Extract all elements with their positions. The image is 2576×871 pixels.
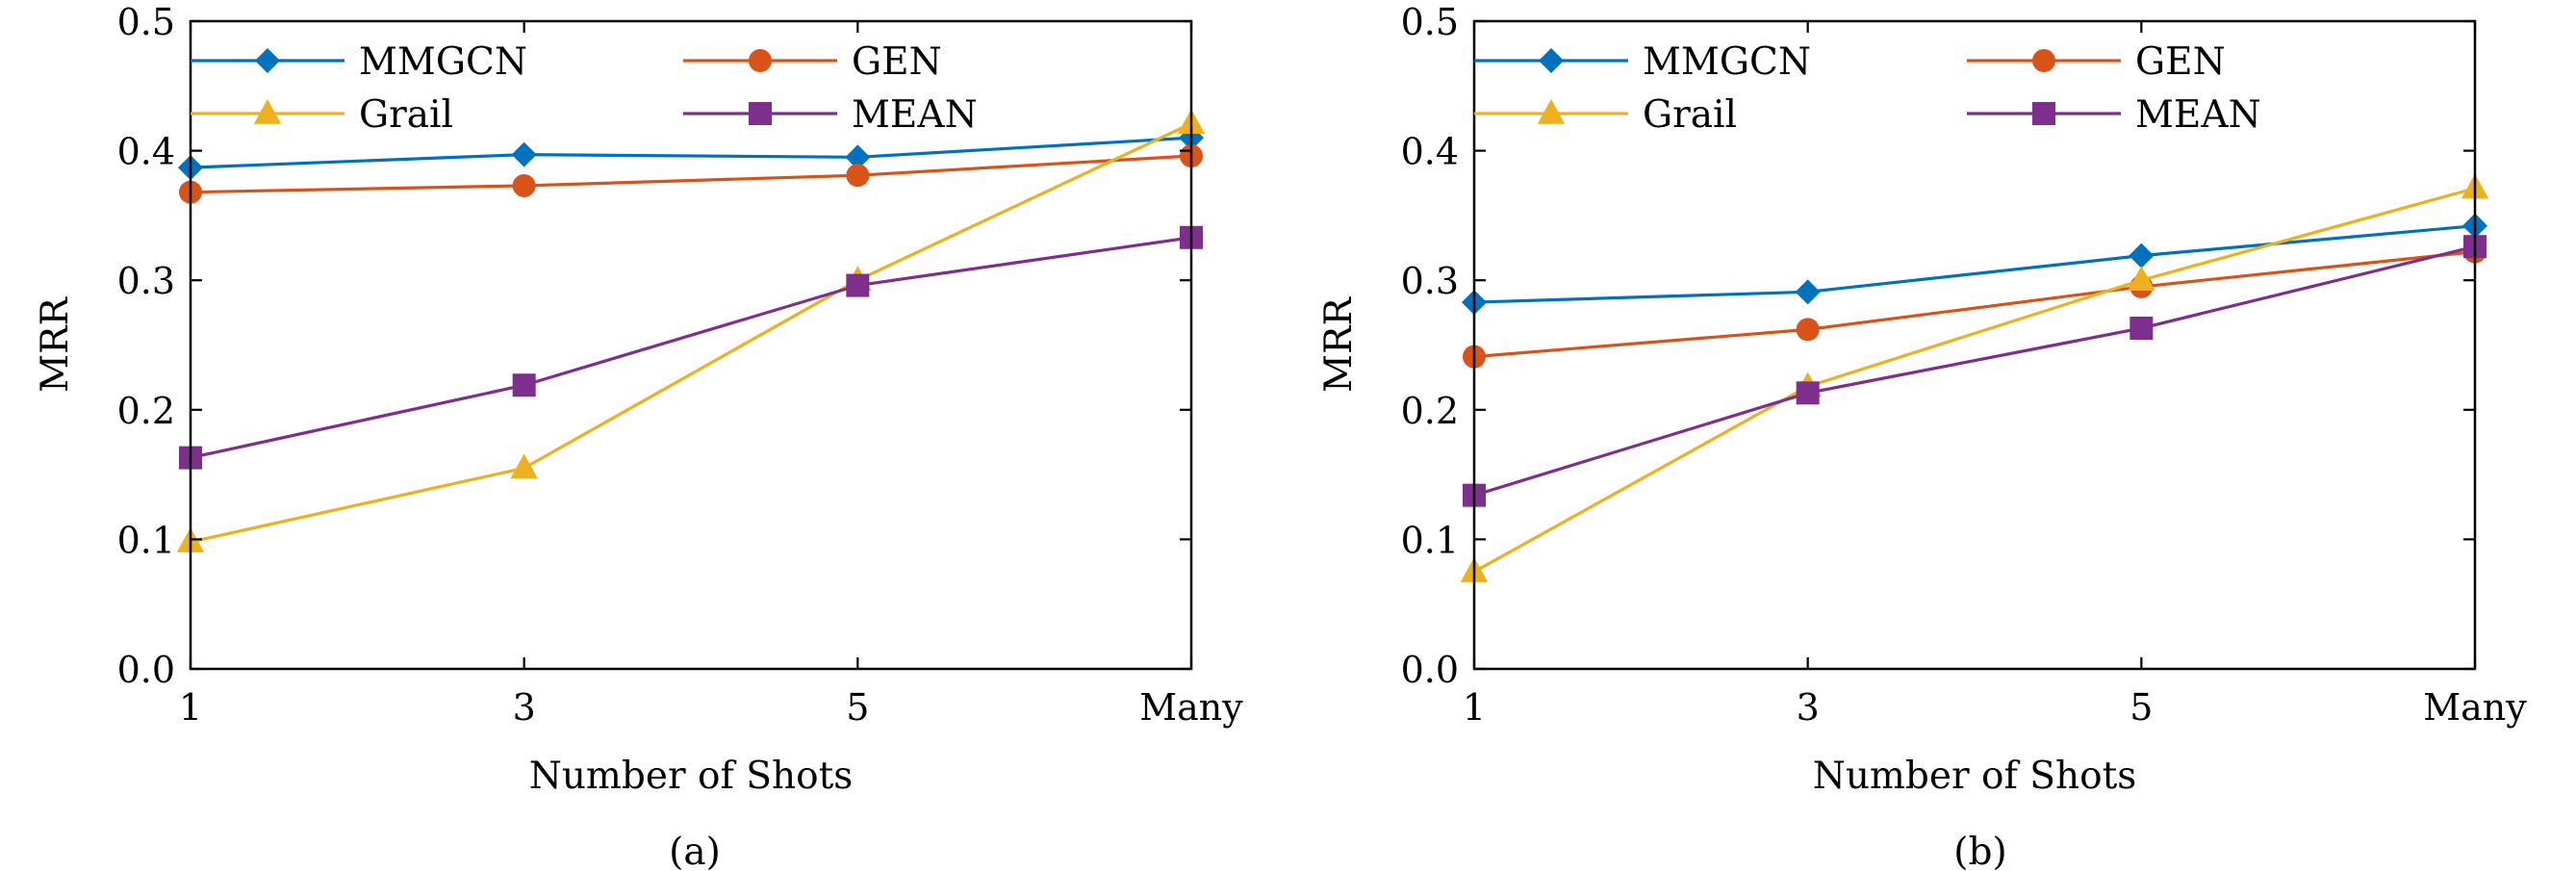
x-tick-label: Many	[1139, 686, 1243, 729]
legend-label: Grail	[1643, 93, 1737, 137]
x-axis-label: Number of Shots	[529, 755, 854, 798]
legend-label: GEN	[2135, 40, 2226, 84]
chart-panel-b: 0.0 0.1 0.2 0.3 0.4 0.5 1 3 5 Many Number of Shots…	[1317, 1, 2527, 871]
data-point-gen-1	[1796, 318, 1820, 342]
x-axis-label: Number of Shots	[1813, 755, 2137, 798]
data-point-mmgcn-1	[511, 141, 537, 167]
data-point-grail-2	[2128, 266, 2155, 291]
y-tick-label: 0.4	[1401, 131, 1459, 173]
series-line-grail	[1473, 187, 2476, 574]
y-tick-label: 0.2	[1401, 390, 1459, 432]
data-point-mean-2	[2130, 317, 2154, 341]
data-point-gen-2	[846, 164, 870, 188]
series-line-mmgcn	[1473, 224, 2476, 304]
chart-caption: (a)	[669, 831, 721, 871]
data-point-mean-1	[1796, 381, 1820, 405]
legend-label: MEAN	[2135, 93, 2261, 137]
y-tick-label: 0.4	[117, 131, 175, 173]
legend-marker-mean	[2032, 102, 2055, 125]
plot-frame	[1472, 19, 2477, 671]
series-line-grail	[190, 121, 1192, 544]
plot-frame	[189, 19, 1193, 671]
chart-caption: (b)	[1953, 831, 2006, 871]
x-tick-label: 5	[846, 686, 869, 729]
y-tick-label: 0.5	[1401, 1, 1459, 43]
legend-entry-mean: MEAN	[683, 93, 978, 137]
x-tick-label: Many	[2423, 686, 2527, 729]
y-tick-label: 0.1	[117, 519, 175, 561]
y-axis-label: MRR	[1317, 296, 1361, 393]
y-tick-label: 0.5	[117, 1, 175, 43]
y-tick-label: 0.0	[1401, 649, 1459, 691]
data-point-mmgcn-1	[1795, 279, 1821, 305]
data-point-mmgcn-2	[2129, 243, 2155, 269]
legend-label: MMGCN	[359, 40, 527, 84]
legend-label: GEN	[852, 40, 942, 84]
data-point-gen-1	[512, 173, 536, 197]
data-point-mean-2	[846, 273, 870, 297]
data-point-mean-1	[512, 373, 536, 397]
x-tick-label: 1	[179, 686, 202, 729]
legend-marker-gen	[2032, 49, 2055, 72]
series-line-mean	[1473, 244, 2476, 498]
legend-entry-mean: MEAN	[1967, 93, 2261, 137]
x-tick-label: 1	[1463, 686, 1486, 729]
legend-marker-grail	[1537, 99, 1566, 124]
legend-label: MEAN	[852, 93, 978, 137]
series-line-mean	[190, 236, 1192, 460]
y-tick-label: 0.3	[117, 260, 175, 302]
x-tick-label: 3	[513, 686, 536, 729]
legend-entry-gen: GEN	[1967, 40, 2226, 84]
legend-entry-mmgcn: MMGCN	[191, 40, 527, 84]
series-line-mmgcn	[190, 136, 1192, 169]
legend-marker-mean	[749, 102, 772, 125]
y-tick-label: 0.2	[117, 390, 175, 432]
legend-entry-gen: GEN	[683, 40, 942, 84]
legend-entry-mmgcn: MMGCN	[1474, 40, 1811, 84]
legend-entry-grail: Grail	[1474, 93, 1737, 137]
y-tick-label: 0.1	[1401, 519, 1459, 561]
legend-label: Grail	[359, 93, 453, 137]
y-tick-label: 0.0	[117, 649, 175, 691]
legend-marker-mmgcn	[255, 48, 280, 73]
chart-panel-a: 0.0 0.1 0.2 0.3 0.4 0.5 1 3 5 Many Number of Shots…	[34, 1, 1243, 871]
y-tick-label: 0.3	[1401, 260, 1459, 302]
x-tick-label: 3	[1797, 686, 1820, 729]
legend-entry-grail: Grail	[191, 93, 453, 137]
series-line-gen	[1473, 249, 2476, 359]
legend-marker-mmgcn	[1539, 48, 1564, 73]
y-axis-label: MRR	[34, 296, 77, 393]
data-point-grail-1	[510, 453, 538, 479]
x-tick-label: 5	[2130, 686, 2153, 729]
data-point-mmgcn-2	[845, 144, 871, 170]
series-line-gen	[190, 154, 1192, 194]
legend-marker-gen	[749, 49, 772, 72]
legend-marker-grail	[253, 99, 282, 124]
legend-label: MMGCN	[1643, 40, 1811, 84]
